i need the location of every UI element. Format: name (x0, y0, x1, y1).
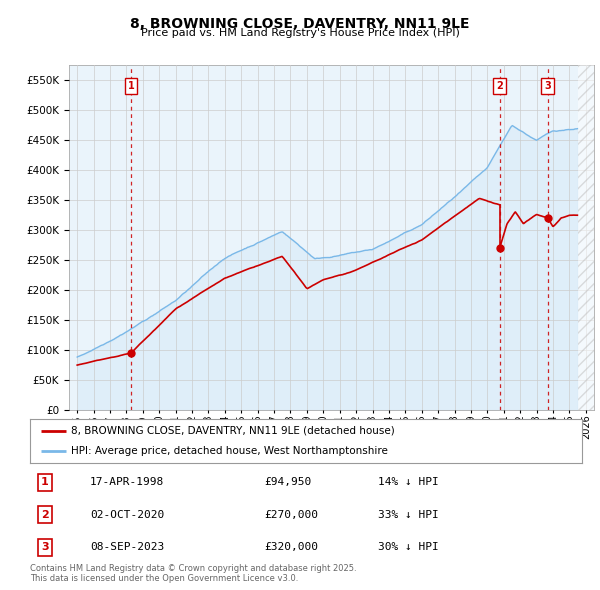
Text: 1: 1 (128, 81, 134, 91)
Text: 02-OCT-2020: 02-OCT-2020 (90, 510, 164, 520)
Text: 08-SEP-2023: 08-SEP-2023 (90, 542, 164, 552)
Text: 1: 1 (41, 477, 49, 487)
Text: 8, BROWNING CLOSE, DAVENTRY, NN11 9LE: 8, BROWNING CLOSE, DAVENTRY, NN11 9LE (130, 17, 470, 31)
Text: 33% ↓ HPI: 33% ↓ HPI (378, 510, 439, 520)
Text: 14% ↓ HPI: 14% ↓ HPI (378, 477, 439, 487)
Text: 30% ↓ HPI: 30% ↓ HPI (378, 542, 439, 552)
Text: Price paid vs. HM Land Registry's House Price Index (HPI): Price paid vs. HM Land Registry's House … (140, 28, 460, 38)
Text: 2: 2 (496, 81, 503, 91)
Text: 8, BROWNING CLOSE, DAVENTRY, NN11 9LE (detached house): 8, BROWNING CLOSE, DAVENTRY, NN11 9LE (d… (71, 426, 395, 436)
Text: Contains HM Land Registry data © Crown copyright and database right 2025.
This d: Contains HM Land Registry data © Crown c… (30, 563, 356, 583)
Text: 3: 3 (41, 542, 49, 552)
Text: £94,950: £94,950 (264, 477, 311, 487)
Text: HPI: Average price, detached house, West Northamptonshire: HPI: Average price, detached house, West… (71, 446, 388, 456)
Text: 3: 3 (544, 81, 551, 91)
Text: 17-APR-1998: 17-APR-1998 (90, 477, 164, 487)
Text: 2: 2 (41, 510, 49, 520)
Text: £320,000: £320,000 (264, 542, 318, 552)
Text: £270,000: £270,000 (264, 510, 318, 520)
